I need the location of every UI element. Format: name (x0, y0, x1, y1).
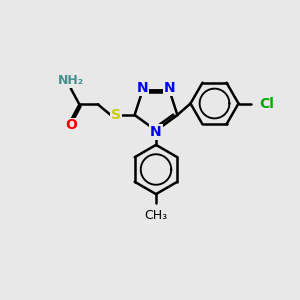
Text: S: S (111, 108, 121, 122)
Text: N: N (150, 125, 162, 139)
Text: Cl: Cl (259, 97, 274, 110)
Text: O: O (65, 118, 77, 133)
Text: N: N (164, 81, 176, 95)
Text: CH₃: CH₃ (144, 209, 168, 222)
Text: N: N (136, 81, 148, 95)
Text: NH₂: NH₂ (58, 74, 84, 87)
